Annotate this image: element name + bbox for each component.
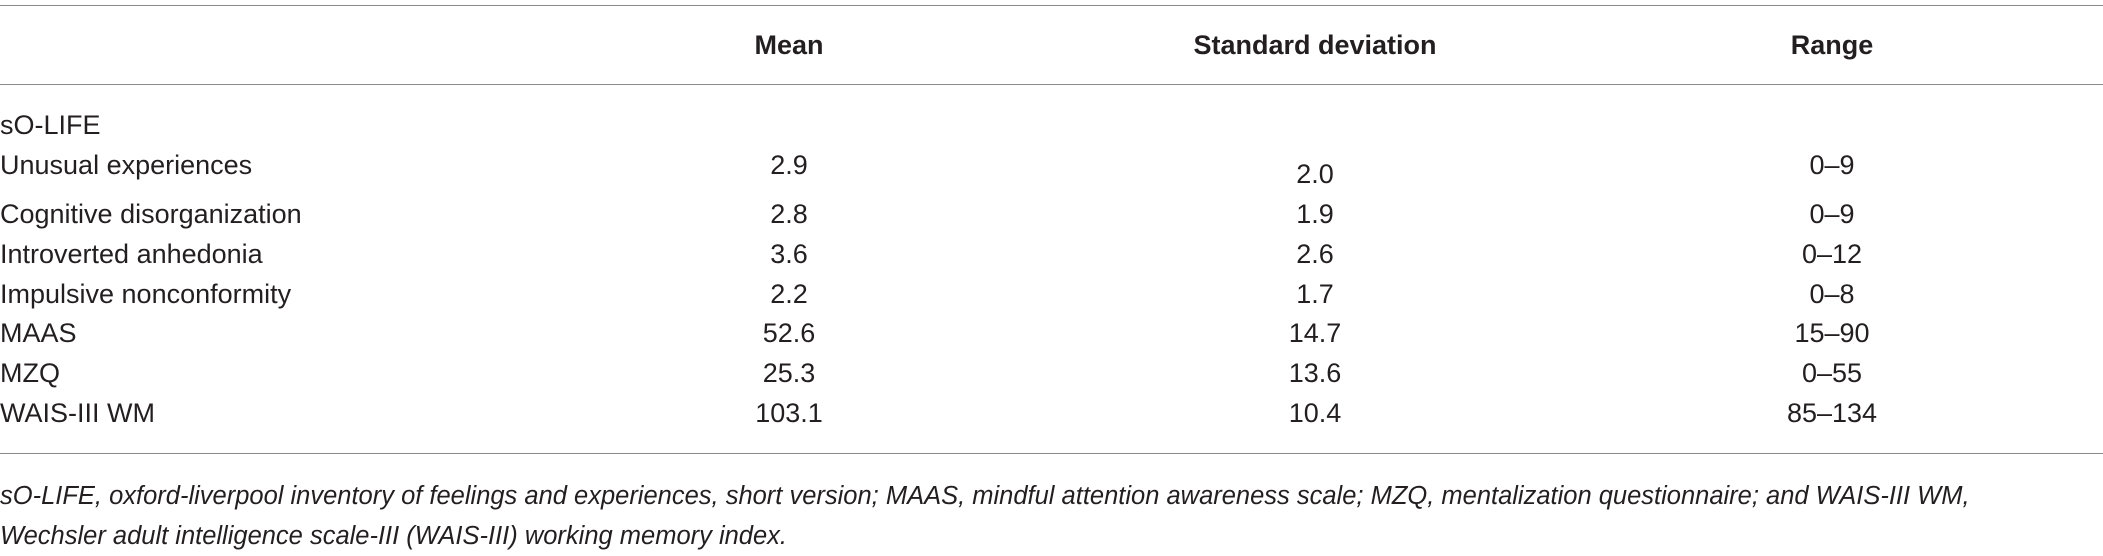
header-mean: Mean bbox=[754, 30, 824, 60]
range-value: 0–8 bbox=[1809, 279, 1855, 309]
range-value: 0–9 bbox=[1809, 199, 1855, 229]
table-row: Cognitive disorganization 2.8 1.9 0–9 bbox=[0, 199, 2103, 233]
section-label: sO-LIFE bbox=[0, 110, 101, 140]
sd-value: 1.7 bbox=[1296, 279, 1334, 309]
range-value: 0–9 bbox=[1809, 150, 1855, 180]
sd-value: 2.0 bbox=[1296, 159, 1334, 189]
header-rule bbox=[0, 84, 2103, 85]
sd-value: 13.6 bbox=[1288, 358, 1342, 388]
mean-value: 3.6 bbox=[770, 239, 808, 269]
row-label: Introverted anhedonia bbox=[0, 239, 263, 269]
row-label: Unusual experiences bbox=[0, 150, 253, 180]
mean-value: 2.9 bbox=[770, 150, 808, 180]
mean-value: 2.8 bbox=[770, 199, 808, 229]
sd-value: 14.7 bbox=[1288, 318, 1342, 348]
row-label: MAAS bbox=[0, 318, 77, 348]
range-value: 0–12 bbox=[1801, 239, 1863, 269]
table-row: Unusual experiences 2.9 2.0 0–9 bbox=[0, 150, 2103, 189]
table-top-rule bbox=[0, 5, 2103, 6]
sd-value: 1.9 bbox=[1296, 199, 1334, 229]
sd-value: 10.4 bbox=[1288, 398, 1342, 428]
header-standard-deviation: Standard deviation bbox=[1193, 30, 1437, 60]
table-bottom-rule bbox=[0, 453, 2103, 454]
mean-value: 25.3 bbox=[762, 358, 816, 388]
range-value: 0–55 bbox=[1801, 358, 1863, 388]
mean-value: 103.1 bbox=[755, 398, 823, 428]
section-row: sO-LIFE bbox=[0, 110, 2103, 144]
mean-value: 52.6 bbox=[762, 318, 816, 348]
row-label: MZQ bbox=[0, 358, 60, 388]
row-label: WAIS-III WM bbox=[0, 398, 155, 428]
sd-value: 2.6 bbox=[1296, 239, 1334, 269]
range-value: 85–134 bbox=[1786, 398, 1878, 428]
table-row: MZQ 25.3 13.6 0–55 bbox=[0, 358, 2103, 392]
table-row: Introverted anhedonia 3.6 2.6 0–12 bbox=[0, 239, 2103, 273]
table-row: WAIS-III WM 103.1 10.4 85–134 bbox=[0, 398, 2103, 432]
row-label: Impulsive nonconformity bbox=[0, 279, 292, 309]
table-row: MAAS 52.6 14.7 15–90 bbox=[0, 318, 2103, 352]
range-value: 15–90 bbox=[1794, 318, 1870, 348]
mean-value: 2.2 bbox=[770, 279, 808, 309]
row-label: Cognitive disorganization bbox=[0, 199, 302, 229]
table-row: Impulsive nonconformity 2.2 1.7 0–8 bbox=[0, 279, 2103, 313]
table-footnote: sO-LIFE, oxford-liverpool inventory of f… bbox=[0, 482, 1970, 550]
header-range: Range bbox=[1790, 30, 1874, 60]
